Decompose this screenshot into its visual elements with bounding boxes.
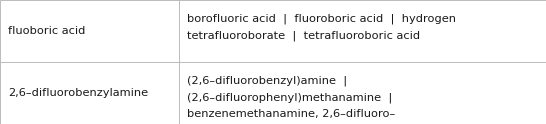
- Text: (2,6–difluorobenzyl)amine  |: (2,6–difluorobenzyl)amine |: [187, 76, 347, 86]
- Text: borofluoric acid  |  fluoroboric acid  |  hydrogen: borofluoric acid | fluoroboric acid | hy…: [187, 14, 456, 24]
- Text: tetrafluoroborate  |  tetrafluoroboric acid: tetrafluoroborate | tetrafluoroboric aci…: [187, 31, 420, 41]
- Text: 2,6–difluorobenzylamine: 2,6–difluorobenzylamine: [8, 88, 148, 98]
- Text: benzenemethanamine, 2,6–difluoro–: benzenemethanamine, 2,6–difluoro–: [187, 109, 395, 119]
- Text: (2,6–difluorophenyl)methanamine  |: (2,6–difluorophenyl)methanamine |: [187, 93, 393, 103]
- Text: fluoboric acid: fluoboric acid: [8, 26, 85, 36]
